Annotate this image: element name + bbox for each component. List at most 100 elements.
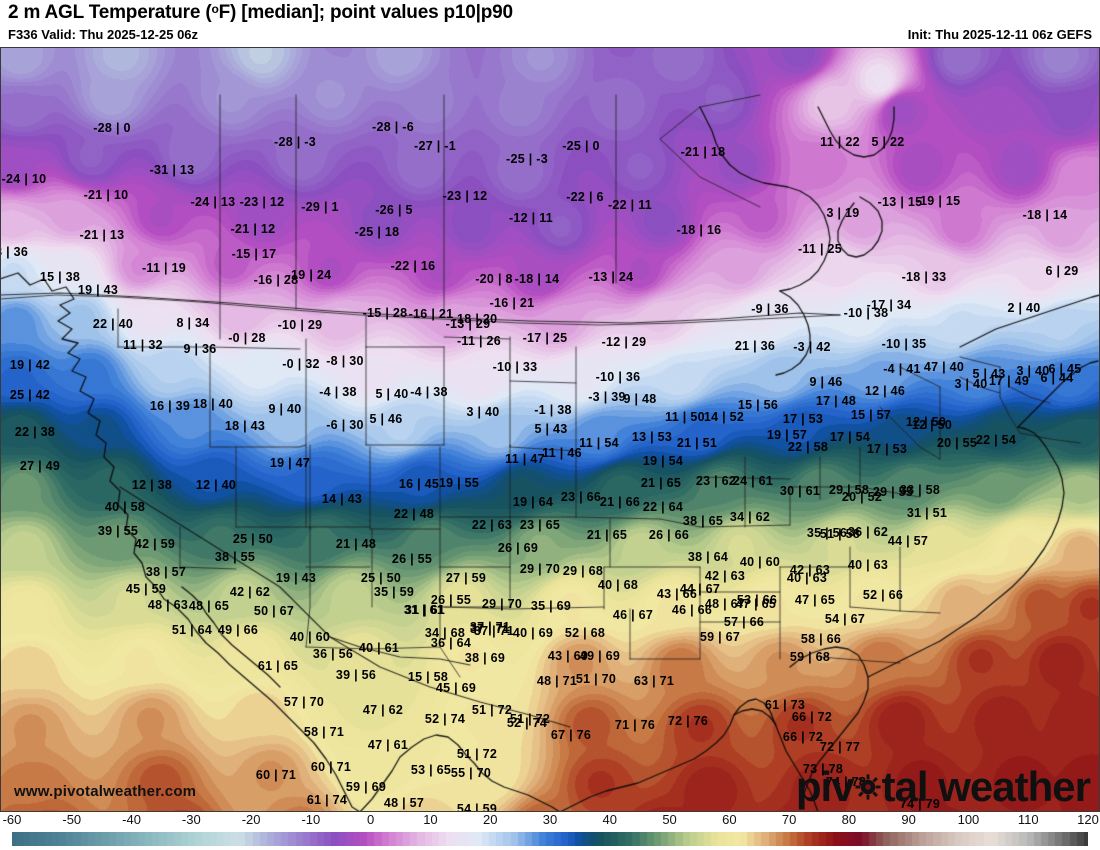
point-value-label: 63 | 71 <box>633 673 675 688</box>
geography-overlay-canvas <box>0 47 1100 812</box>
colorbar-tick: 10 <box>423 812 438 827</box>
point-value-label: 40 | 63 <box>786 570 828 585</box>
point-value-label: 43 | 66 <box>656 586 698 601</box>
point-value-label: -22 | 6 <box>566 189 604 204</box>
point-value-label: 17 | 53 <box>866 441 908 456</box>
map-panel[interactable]: -28 | 0 -28 | -3 -24 | 10 -31 | 13 -21 | 10 -… <box>0 47 1100 812</box>
point-value-label: 12 | 46 <box>864 383 906 398</box>
point-value-label: -13 | 29 <box>445 316 491 331</box>
point-value-label: -24 | 10 <box>1 171 47 186</box>
point-value-label: 49 | 69 <box>579 648 621 663</box>
gear-icon <box>854 774 881 800</box>
point-value-label: 36 | 64 <box>430 635 472 650</box>
point-value-label: 61 | 73 <box>764 697 806 712</box>
point-value-label: 3 | 40 <box>466 404 500 419</box>
title-text-pre: 2 m AGL Temperature ( <box>8 2 212 23</box>
point-value-label: 45 | 59 <box>125 581 167 596</box>
point-value-label: -1 | 38 <box>534 402 572 417</box>
point-value-label: 15 | 57 <box>850 407 892 422</box>
point-value-label: 13 | 53 <box>631 429 673 444</box>
point-value-label: 27 | 49 <box>19 458 61 473</box>
point-value-label: -12 | 29 <box>601 334 647 349</box>
point-value-label: 23 | 62 <box>695 473 737 488</box>
point-value-label: -10 | 29 <box>277 317 323 332</box>
point-value-label: 25 | 50 <box>232 531 274 546</box>
point-value-label: -11 | 19 <box>141 260 187 275</box>
point-value-label: -3 | 42 <box>793 339 831 354</box>
point-value-label: 43 | 69 <box>547 648 589 663</box>
point-value-label: 15 | 58 <box>407 669 449 684</box>
point-value-label: 11 | 46 <box>542 445 582 460</box>
point-value-label: 38 | 55 <box>214 549 256 564</box>
point-value-label: -16 | 21 <box>408 306 454 321</box>
colorbar-tick: 20 <box>482 812 498 827</box>
colorbar-tick: 40 <box>602 812 617 827</box>
point-value-label: 8 | 34 <box>176 315 210 330</box>
point-value-label: 47 | 40 <box>923 359 965 374</box>
point-value-label: 66 | 72 <box>782 729 824 744</box>
point-value-label: 19 | 42 <box>9 357 51 372</box>
point-value-label: 26 | 55 <box>391 551 433 566</box>
point-value-label: 20 | 55 <box>936 435 978 450</box>
point-value-label: 35 | 56 <box>806 525 848 540</box>
point-value-label: 11 | 32 <box>123 337 163 352</box>
point-value-label: -31 | 13 <box>149 162 195 177</box>
point-value-label: 6 | 45 <box>1048 361 1082 376</box>
point-value-label: 31 | 61 <box>403 602 445 617</box>
point-value-label: 61 | 74 <box>306 792 348 807</box>
point-value-label: 29 | 70 <box>481 596 523 611</box>
colorbar-tick: 90 <box>901 812 916 827</box>
point-value-label: 51 | 58 <box>819 526 861 541</box>
point-value-label: 19 | 43 <box>77 282 119 297</box>
point-value-label: 29 | 68 <box>562 563 604 578</box>
point-value-label: 18 | 40 <box>192 396 234 411</box>
point-value-label: 37 | 71 <box>473 623 515 638</box>
point-value-label: -0 | 28 <box>228 330 266 345</box>
point-value-label: 11 | 47 <box>505 451 545 466</box>
point-value-label: 59 | 69 <box>345 779 387 794</box>
point-value-label: -4 | 41 <box>883 361 921 376</box>
point-value-label: 21 | 48 <box>335 536 377 551</box>
point-value-label: -16 | 21 <box>489 295 535 310</box>
point-value-label: -4 | 38 <box>410 384 448 399</box>
point-value-label: 59 | 68 <box>789 649 831 664</box>
point-value-label: -22 | 11 <box>607 197 653 212</box>
point-value-label: -22 | 16 <box>390 258 436 273</box>
point-value-label: 52 | 66 <box>862 587 904 602</box>
point-value-label: -18 | 33 <box>901 269 947 284</box>
point-value-label: -8 | 30 <box>326 353 364 368</box>
point-value-label: 46 | 67 <box>612 607 654 622</box>
point-value-label: -19 | 24 <box>286 267 332 282</box>
point-value-label: -28 | -3 <box>273 134 317 149</box>
point-value-label: 19 | 54 <box>642 453 684 468</box>
point-value-label: -21 | 13 <box>79 227 125 242</box>
point-value-label: -21 | 12 <box>230 221 276 236</box>
point-value-label: 39 | 56 <box>335 667 377 682</box>
point-value-label: 34 | 62 <box>729 509 771 524</box>
point-value-label: 26 | 69 <box>497 540 539 555</box>
point-value-label: 21 | 36 <box>734 338 776 353</box>
point-value-label: 22 | 54 <box>975 432 1017 447</box>
point-value-label: 55 | 70 <box>450 765 492 780</box>
point-value-label: 29 | 58 <box>828 482 870 497</box>
colorbar-tick: -60 <box>2 812 22 827</box>
point-value-label: 26 | 66 <box>648 527 690 542</box>
point-value-label: 22 | 63 <box>471 517 513 532</box>
point-value-label: 67 | 76 <box>550 727 592 742</box>
point-value-label: 22 | 64 <box>642 499 684 514</box>
logo-text-post: tal weather <box>881 763 1091 810</box>
point-value-label: 71 | 76 <box>614 717 656 732</box>
point-value-label: 18 | 43 <box>224 418 266 433</box>
logo-text-pre: piv <box>795 763 855 810</box>
point-value-label: 12 | 50 <box>905 414 947 429</box>
colorbar-tick: 50 <box>662 812 677 827</box>
point-value-label: 47 | 62 <box>362 702 404 717</box>
colorbar-gradient <box>12 832 1088 846</box>
point-value-label: 24 | 61 <box>732 473 774 488</box>
point-value-label: 21 | 51 <box>676 435 718 450</box>
point-value-label: 40 | 60 <box>739 554 781 569</box>
point-value-label: 5 | 40 <box>375 386 409 401</box>
point-value-label: 38 | 64 <box>687 549 729 564</box>
point-value-label: -28 | -6 <box>371 119 415 134</box>
